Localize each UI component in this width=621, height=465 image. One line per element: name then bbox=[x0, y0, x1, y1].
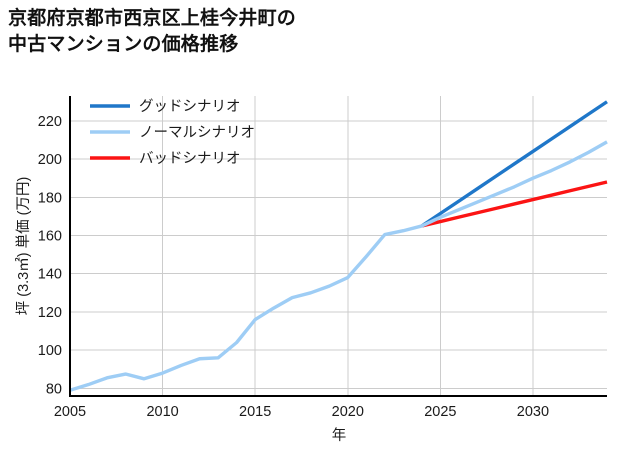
y-tick-label: 200 bbox=[38, 152, 62, 168]
y-axis-label: 坪 (3.3㎡) 単価 (万円) bbox=[15, 177, 32, 316]
x-tick-label: 2015 bbox=[239, 404, 271, 420]
legend-item-label: グッドシナリオ bbox=[139, 98, 241, 115]
page-title: 京都府京都市西京区上桂今井町の 中古マンションの価格推移 bbox=[8, 8, 297, 56]
series-line-good bbox=[420, 100, 608, 228]
legend-item-label: バッドシナリオ bbox=[139, 151, 241, 167]
y-tick-label: 80 bbox=[46, 381, 62, 397]
y-tick-label: 180 bbox=[38, 190, 62, 206]
gridlines-group bbox=[69, 96, 607, 396]
x-tick-label: 2025 bbox=[424, 404, 456, 420]
x-tick-label: 2005 bbox=[54, 404, 86, 420]
y-tick-label: 160 bbox=[38, 228, 62, 244]
y-tick-label: 120 bbox=[38, 305, 62, 321]
axes-group bbox=[68, 96, 607, 398]
x-tick-label: 2010 bbox=[146, 404, 178, 420]
x-tick-label: 2030 bbox=[517, 404, 549, 420]
y-tick-labels-group: 80 100 120 140 160 180 200 220 bbox=[38, 114, 62, 398]
x-tick-label: 2020 bbox=[332, 404, 364, 420]
y-tick-label: 100 bbox=[38, 343, 62, 359]
series-line-normal bbox=[69, 140, 608, 392]
x-tick-labels-group: 2005 2010 2015 2020 2025 2030 bbox=[54, 404, 549, 420]
series-group bbox=[69, 100, 608, 392]
legend-item-label: ノーマルシナリオ bbox=[139, 125, 255, 141]
y-tick-label: 140 bbox=[38, 267, 62, 283]
y-tick-label: 220 bbox=[38, 114, 62, 130]
series-line-bad bbox=[421, 180, 608, 228]
x-axis-label: 年 bbox=[332, 427, 347, 444]
